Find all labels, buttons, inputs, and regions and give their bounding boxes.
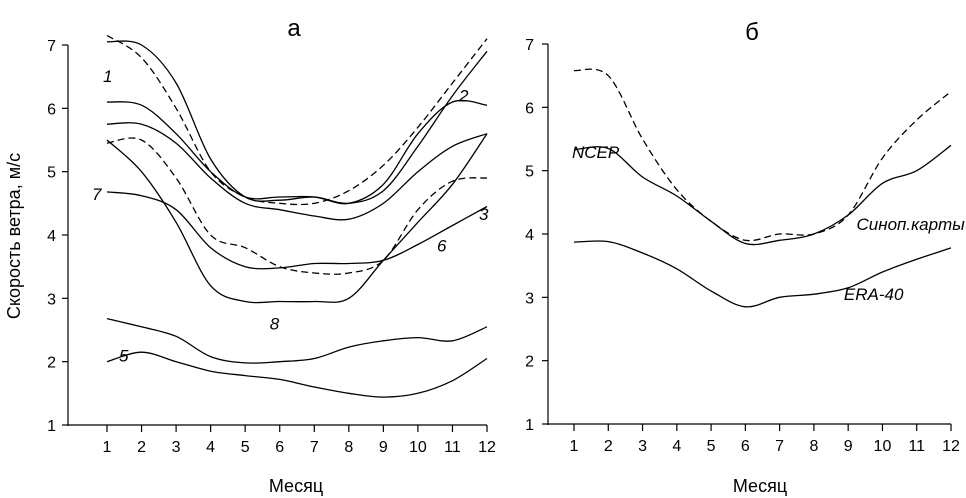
panel-a-y-tick-label: 6 <box>47 101 56 118</box>
panel-a-x-axis-title: Месяц <box>269 476 323 496</box>
panel-a-y-tick-label: 1 <box>47 418 56 435</box>
panel-b-y-tick-label: 6 <box>525 100 534 117</box>
panel-b-x-tick-label: 6 <box>741 438 750 455</box>
panel-b-title: б <box>745 19 759 46</box>
panel-a-y-tick-label: 3 <box>47 291 56 308</box>
panel-a-series-label-3: 3 <box>479 205 489 224</box>
panel-b-x-tick-label: 11 <box>908 438 925 455</box>
panel-b-x-tick-label: 8 <box>809 438 818 455</box>
panel-a-series-line-3 <box>106 137 488 275</box>
panel-b-y-tick-label: 2 <box>525 354 534 371</box>
panel-b-x-tick-label: 4 <box>672 438 681 455</box>
panel-b-curves <box>573 68 952 308</box>
panel-a-x-tick-label: 4 <box>206 439 215 456</box>
panel-a-x-tick-label: 8 <box>344 439 353 456</box>
panel-b-series-line-ncep <box>573 144 952 246</box>
panel-a-y-axis-title: Скорость ветра, м/с <box>4 153 24 319</box>
panel-a-x-tick-label: 2 <box>137 439 146 456</box>
panel-b-x-tick-label: 1 <box>570 438 579 455</box>
panel-a-x-tick-label: 3 <box>172 439 181 456</box>
panel-b-x-tick-label: 7 <box>775 438 784 455</box>
panel-b-y-tick-label: 1 <box>525 417 534 434</box>
panel-b-labels: Синоп.карты NCEP ERA-40 <box>572 143 965 304</box>
panel-b-series-label-era-40: ERA-40 <box>844 285 904 304</box>
panel-b-x-tick-label: 9 <box>844 438 853 455</box>
panel-a-series-label-5: 5 <box>119 347 129 366</box>
panel-b-x-tick-label: 5 <box>707 438 716 455</box>
panel-b-series-label-синоп-карты: Синоп.карты <box>857 215 966 234</box>
panel-a-series-label-7: 7 <box>92 185 102 204</box>
panel-a-series-line-1 <box>106 99 488 205</box>
panel-a-y-tick-label: 5 <box>47 165 56 182</box>
panel-a-x-tick-label: 5 <box>241 439 250 456</box>
panel-b-y-tick-label: 5 <box>525 164 534 181</box>
panel-a-series-line-4 <box>106 34 488 206</box>
panel-a-x-tick-label: 6 <box>275 439 284 456</box>
panel-b-x-tick-label: 12 <box>942 438 960 455</box>
panel-a-x-tick-label: 10 <box>409 439 427 456</box>
panel-b-x-axis-title: Месяц <box>733 476 787 496</box>
panel-b-x-tick-label: 2 <box>604 438 613 455</box>
panel-b-y-tick-label: 4 <box>525 227 534 244</box>
panel-a-series-label-4: 4 <box>465 0 474 3</box>
panel-a-series-line-9 <box>106 351 488 398</box>
panel-b-y-tick-label: 7 <box>525 37 534 54</box>
panel-a-series-line-5 <box>106 317 488 364</box>
panel-a-y-tick-label: 4 <box>47 228 56 245</box>
panel-b-series-line-синоп-карты <box>573 68 952 242</box>
panel-a-x-tick-label: 12 <box>478 439 496 456</box>
panel-a-x-tick-label: 7 <box>310 439 319 456</box>
panel-a-series-line-2 <box>106 122 488 221</box>
panel-b-series-label-ncep: NCEP <box>572 143 620 162</box>
panel-a-series-label-6: 6 <box>437 237 447 256</box>
panel-a-y-tick-label: 2 <box>47 355 56 372</box>
panel-a-series-label-8: 8 <box>270 315 280 334</box>
panel-a-x-tick-label: 11 <box>444 439 461 456</box>
panel-a-series-line-7 <box>106 40 488 205</box>
panel-a-x-tick-label: 1 <box>103 439 112 456</box>
panel-a-series-line-8 <box>106 133 488 304</box>
panel-b-x-tick-label: 10 <box>874 438 892 455</box>
panel-a-x-tick-label: 9 <box>379 439 388 456</box>
panel-b-y-tick-label: 3 <box>525 290 534 307</box>
panel-a-series-label-2: 2 <box>458 87 469 106</box>
panel-a-series-label-1: 1 <box>103 67 112 86</box>
panel-a-title: а <box>287 15 301 42</box>
panel-a-series-line-6 <box>106 191 488 270</box>
panel-a-curves <box>106 34 488 398</box>
panel-b-x-tick-label: 3 <box>638 438 647 455</box>
panel-a-y-tick-label: 7 <box>47 38 56 55</box>
panel-b-series-line-era-40 <box>573 240 952 308</box>
